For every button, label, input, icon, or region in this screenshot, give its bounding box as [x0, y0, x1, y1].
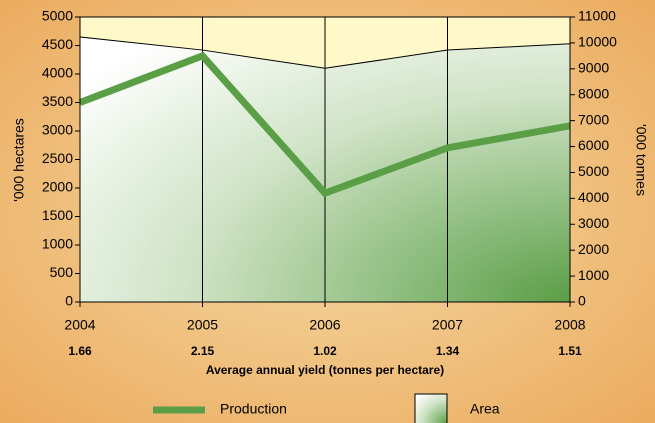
yield-label: 1.34 [436, 344, 460, 358]
y2-tick-label: 6000 [578, 137, 609, 153]
line [78, 51, 571, 198]
yield-label: 1.02 [313, 344, 337, 358]
legend-swatch [414, 393, 448, 423]
yield-label: 2.15 [191, 344, 215, 358]
y-tick-label: 3000 [42, 122, 73, 138]
y-tick-label: 2000 [42, 179, 73, 195]
yield-label: 1.66 [68, 344, 92, 358]
y2-axis-label: '000 tonnes [633, 124, 649, 196]
y-tick-label: 5000 [42, 8, 73, 24]
y2-tick-label: 2000 [578, 241, 609, 257]
y2-tick-label: 11000 [578, 8, 616, 24]
y-tick-label: 3500 [42, 93, 73, 109]
yield-label: 1.51 [558, 344, 582, 358]
x-tick-label: 2008 [554, 317, 585, 333]
y-axis-label: '000 hectares [11, 118, 27, 202]
x-tick-label: 2004 [64, 317, 95, 333]
y2-tick-label: 9000 [578, 60, 609, 76]
x-tick-label: 2005 [187, 317, 218, 333]
legend-label: Area [470, 401, 500, 417]
y2-tick-label: 8000 [578, 85, 609, 101]
y-tick-label: 4500 [42, 36, 73, 52]
y2-tick-label: 5000 [578, 163, 609, 179]
y-tick-label: 4000 [42, 65, 73, 81]
y2-tick-label: 10000 [578, 34, 617, 50]
y2-tick-label: 7000 [578, 111, 609, 127]
y2-tick-label: 0 [578, 293, 586, 309]
y-tick-label: 1000 [42, 236, 73, 252]
y-tick-label: 0 [65, 293, 73, 309]
y-tick-label: 500 [50, 264, 74, 280]
y2-tick-label: 1000 [578, 267, 609, 283]
x-tick-label: 2007 [432, 317, 463, 333]
y2-tick-label: 4000 [578, 189, 609, 205]
y2-tick-label: 3000 [578, 215, 609, 231]
y-tick-label: 1500 [42, 207, 73, 223]
legend-label: Production [220, 401, 287, 417]
y-tick-label: 2500 [42, 150, 73, 166]
x-axis-label: Average annual yield (tonnes per hectare… [206, 363, 444, 377]
x-tick-label: 2006 [309, 317, 340, 333]
